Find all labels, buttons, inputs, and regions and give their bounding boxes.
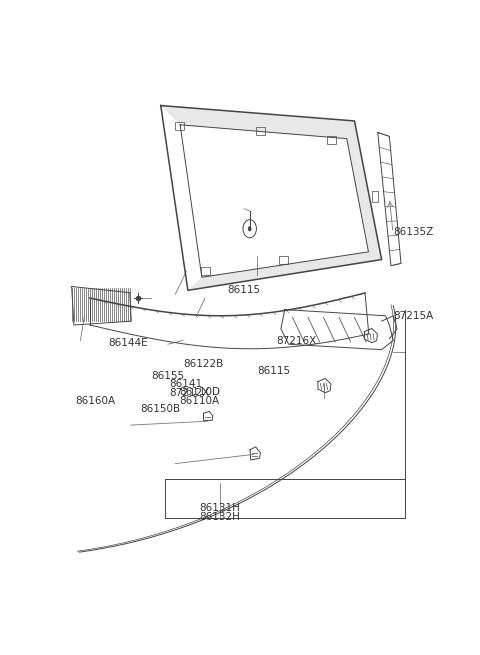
Text: 86150B: 86150B bbox=[140, 404, 180, 414]
Text: 86122B: 86122B bbox=[183, 358, 223, 369]
Text: 86115: 86115 bbox=[228, 286, 261, 295]
Text: 86135Z: 86135Z bbox=[393, 227, 433, 237]
Text: 86132H: 86132H bbox=[200, 512, 240, 523]
Text: 86110A: 86110A bbox=[180, 396, 219, 406]
Text: 86115: 86115 bbox=[257, 366, 290, 376]
Text: 87215A: 87215A bbox=[393, 310, 433, 321]
Text: 86131H: 86131H bbox=[200, 503, 240, 514]
Text: 86110D: 86110D bbox=[179, 387, 220, 398]
Circle shape bbox=[248, 226, 252, 231]
Text: 86160A: 86160A bbox=[75, 396, 115, 406]
Text: 87212X: 87212X bbox=[170, 388, 210, 398]
Text: 86155: 86155 bbox=[151, 371, 184, 381]
Text: 86141: 86141 bbox=[170, 379, 203, 388]
Polygon shape bbox=[161, 105, 382, 290]
Text: 87216X: 87216X bbox=[276, 336, 316, 346]
Text: 86144E: 86144E bbox=[108, 339, 148, 348]
